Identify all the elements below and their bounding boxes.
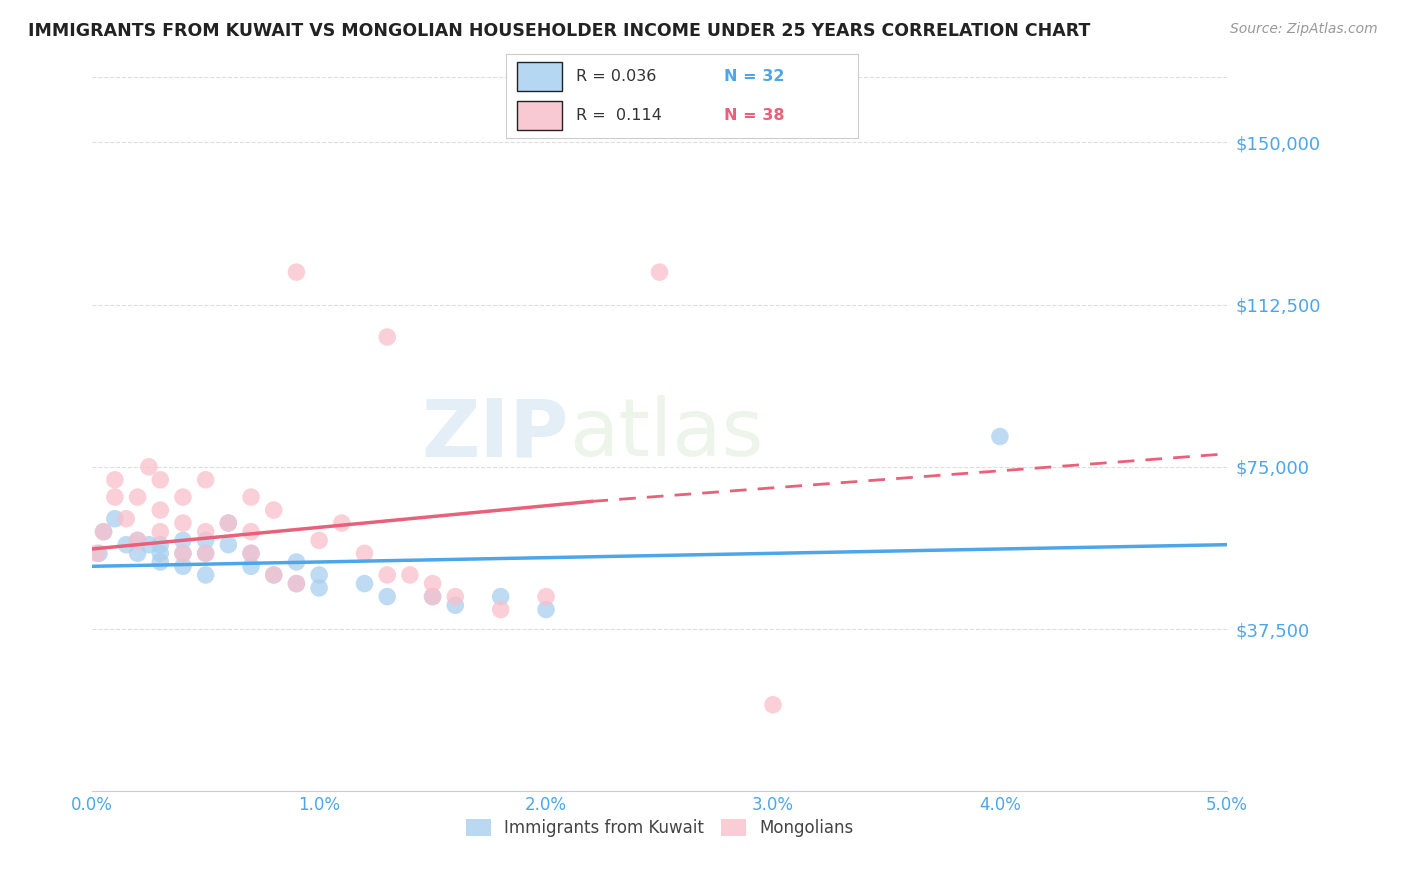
Point (172, 533, 194, 548)
Point (86, 546, 108, 560)
Point (422, 590, 444, 604)
Point (762, 698, 785, 712)
Text: ZIP: ZIP (422, 395, 569, 474)
Point (240, 546, 263, 560)
Point (172, 546, 194, 560)
Legend: Immigrants from Kuwait, Mongolians: Immigrants from Kuwait, Mongolians (460, 812, 860, 844)
Point (87, 546, 110, 560)
Point (138, 538, 160, 552)
Point (534, 602, 557, 616)
Point (138, 459, 160, 474)
Point (104, 490, 127, 504)
Point (489, 590, 512, 604)
Point (93, 524, 115, 539)
Text: IMMIGRANTS FROM KUWAIT VS MONGOLIAN HOUSEHOLDER INCOME UNDER 25 YEARS CORRELATIO: IMMIGRANTS FROM KUWAIT VS MONGOLIAN HOUS… (28, 22, 1091, 40)
Point (217, 538, 239, 552)
Text: R =  0.114: R = 0.114 (576, 108, 662, 123)
Point (375, 590, 398, 604)
Point (93, 524, 115, 539)
Point (104, 512, 127, 526)
Point (330, 516, 353, 530)
Point (422, 590, 444, 604)
Point (375, 568, 398, 582)
Point (194, 546, 217, 560)
Point (285, 555, 308, 569)
Point (988, 429, 1011, 443)
Point (104, 473, 127, 487)
Point (194, 546, 217, 560)
Point (149, 538, 172, 552)
Point (263, 568, 285, 582)
Point (217, 516, 239, 530)
Text: atlas: atlas (569, 395, 763, 474)
Point (489, 602, 512, 616)
Text: N = 32: N = 32 (724, 69, 785, 84)
Point (263, 568, 285, 582)
Point (444, 590, 467, 604)
FancyBboxPatch shape (517, 101, 562, 130)
Point (353, 576, 375, 591)
Point (240, 490, 263, 504)
Point (422, 576, 444, 591)
Point (444, 599, 467, 613)
Point (194, 533, 217, 548)
Point (172, 490, 194, 504)
Point (127, 546, 149, 560)
Text: R = 0.036: R = 0.036 (576, 69, 657, 84)
Point (115, 538, 138, 552)
Point (149, 503, 172, 517)
Point (648, 265, 671, 279)
Point (149, 524, 172, 539)
Point (127, 533, 149, 548)
Point (194, 524, 217, 539)
Point (149, 546, 172, 560)
Point (194, 473, 217, 487)
Point (534, 590, 557, 604)
Point (115, 512, 138, 526)
Point (217, 516, 239, 530)
Point (240, 559, 263, 574)
Point (308, 581, 330, 595)
Point (172, 516, 194, 530)
Point (172, 546, 194, 560)
Point (194, 568, 217, 582)
Point (149, 555, 172, 569)
Point (285, 265, 308, 279)
Point (172, 559, 194, 574)
Point (127, 533, 149, 548)
Point (353, 546, 375, 560)
Point (285, 576, 308, 591)
Point (375, 330, 398, 344)
Point (149, 473, 172, 487)
Point (240, 524, 263, 539)
Point (308, 568, 330, 582)
Point (308, 533, 330, 548)
Text: N = 38: N = 38 (724, 108, 785, 123)
Point (263, 503, 285, 517)
Point (399, 568, 422, 582)
Point (240, 546, 263, 560)
FancyBboxPatch shape (517, 62, 562, 91)
Point (127, 490, 149, 504)
Text: Source: ZipAtlas.com: Source: ZipAtlas.com (1230, 22, 1378, 37)
Point (285, 576, 308, 591)
